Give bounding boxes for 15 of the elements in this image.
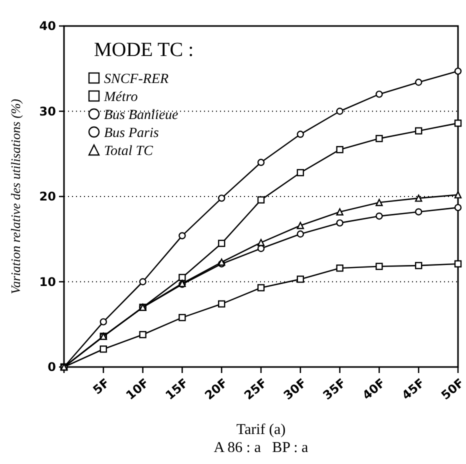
text: A 86 : a BP : a [214,440,309,456]
legend-title: MODE TC : [94,39,194,61]
x-axis-title: Tarif (a) [236,422,286,438]
legend-label: SNCF-RER [104,72,169,87]
legend-label: Bus Paris [104,126,160,141]
legend-label: Métro [103,90,138,105]
y-tick-label: 30 [39,104,56,118]
y-axis-title: Variation relative des utilisations (%) [8,98,23,294]
y-tick-label: 0 [48,360,56,374]
y-tick-label: 10 [39,274,56,289]
legend-label: Bus Banlieue [104,108,178,123]
y-tick-label: 40 [39,19,56,34]
legend-label: Total TC [104,144,154,159]
y-tick-label: 20 [39,190,56,204]
x-tick-label: 5F [90,376,112,398]
